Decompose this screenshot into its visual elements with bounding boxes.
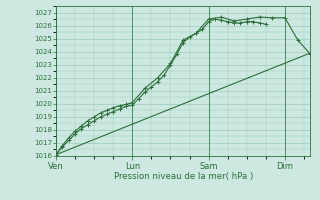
X-axis label: Pression niveau de la mer( hPa ): Pression niveau de la mer( hPa ) [114,172,253,181]
